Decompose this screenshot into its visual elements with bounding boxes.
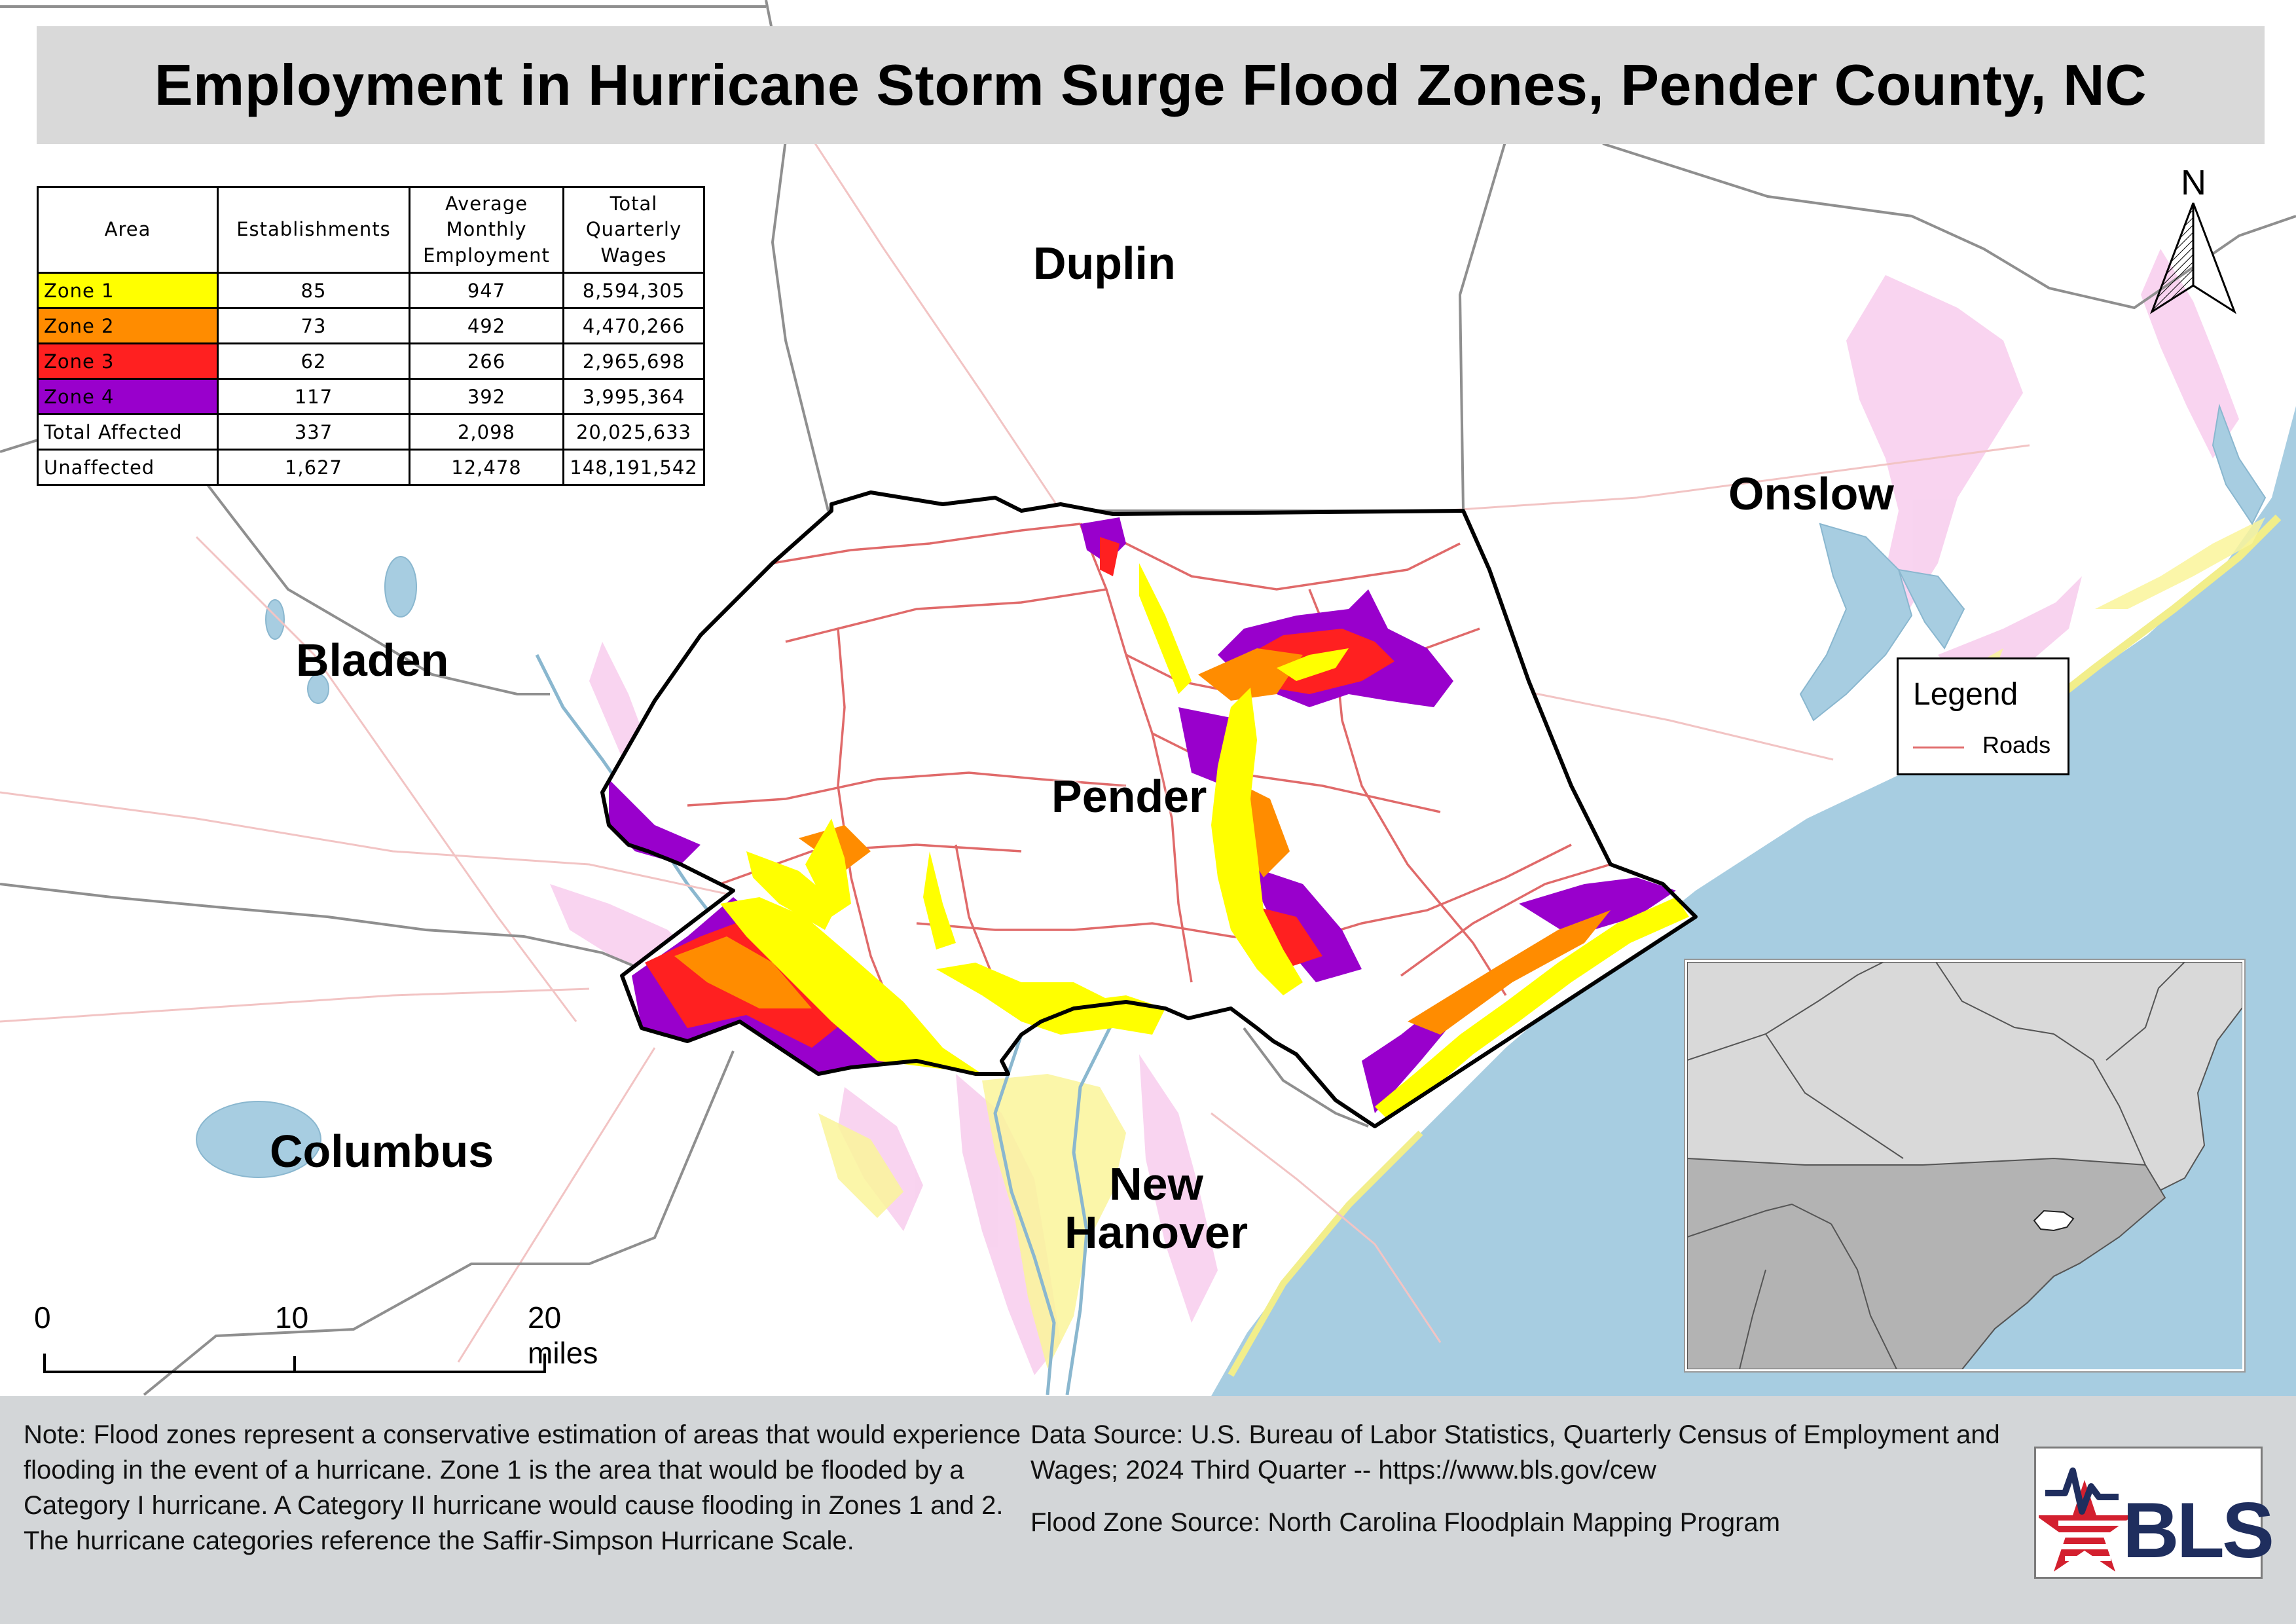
- table-row-zone-3: Zone 3 62 266 2,965,698: [37, 342, 705, 380]
- scale-label-10: 10: [275, 1301, 309, 1335]
- table-cell: 1,627: [217, 449, 410, 486]
- header-wages: Total Quarterly Wages: [562, 186, 705, 274]
- zone-1-swatch-cell: Zone 1: [37, 272, 219, 309]
- roads-legend-swatch: [1913, 747, 1964, 748]
- table-row-unaffected: Unaffected 1,627 12,478 148,191,542: [37, 449, 705, 486]
- zone-3-swatch-cell: Zone 3: [37, 342, 219, 380]
- header-employment: Average Monthly Employment: [409, 186, 564, 274]
- zone-2-swatch-cell: Zone 2: [37, 307, 219, 344]
- roads-legend-label: Roads: [1982, 731, 2051, 758]
- scale-label-20: 20 miles: [528, 1301, 598, 1370]
- county-label-onslow: Onslow: [1728, 468, 1894, 519]
- table-row-zone-1: Zone 1 85 947 8,594,305: [37, 272, 705, 309]
- county-label-new-hanover-line2: Hanover: [1065, 1206, 1248, 1258]
- table-cell: Total Affected: [37, 413, 219, 451]
- table-cell: 62: [217, 342, 410, 380]
- lakes: [196, 403, 2267, 1178]
- table-cell: 3,995,364: [562, 378, 705, 415]
- table-cell: 148,191,542: [562, 449, 705, 486]
- county-label-new-hanover-line1: New: [1109, 1158, 1204, 1209]
- legend-box: Legend Roads: [1897, 657, 2069, 775]
- footer-panel: Note: Flood zones represent a conservati…: [0, 1396, 2296, 1624]
- scale-bar: 0 10 20 miles: [26, 1293, 598, 1385]
- inset-map-graphic: [1687, 962, 2242, 1369]
- bls-star-icon: [2039, 1467, 2134, 1572]
- flood-zone-source-text: Flood Zone Source: North Carolina Floodp…: [1030, 1508, 1781, 1537]
- county-label-pender: Pender: [1051, 771, 1207, 822]
- bls-logo-text: BLS: [2123, 1486, 2274, 1574]
- legend-title: Legend: [1913, 677, 2018, 712]
- table-cell: 12,478: [409, 449, 564, 486]
- table-cell: 2,965,698: [562, 342, 705, 380]
- table-cell: 85: [217, 272, 410, 309]
- north-arrow: N: [2144, 162, 2242, 320]
- county-label-columbus: Columbus: [270, 1126, 494, 1177]
- header-area: Area: [37, 186, 219, 274]
- table-cell: 492: [409, 307, 564, 344]
- table-cell: 20,025,633: [562, 413, 705, 451]
- table-cell: 73: [217, 307, 410, 344]
- sources-block: Data Source: U.S. Bureau of Labor Statis…: [1030, 1417, 2013, 1557]
- inset-pender-highlight: [2033, 1209, 2075, 1232]
- title-bar: Employment in Hurricane Storm Surge Floo…: [37, 26, 2265, 144]
- header-establishments: Establishments: [217, 186, 410, 274]
- county-label-new-hanover: New Hanover: [1065, 1160, 1248, 1257]
- data-source-text: Data Source: U.S. Bureau of Labor Statis…: [1030, 1420, 2000, 1485]
- background-roads: [0, 98, 2030, 1363]
- table-cell: 117: [217, 378, 410, 415]
- scale-bar-line: [43, 1354, 546, 1373]
- bls-logo: BLS: [2034, 1447, 2274, 1579]
- county-label-bladen: Bladen: [296, 635, 449, 686]
- table-cell: 337: [217, 413, 410, 451]
- table-row-zone-4: Zone 4 117 392 3,995,364: [37, 378, 705, 415]
- table-cell: 266: [409, 342, 564, 380]
- table-cell: 392: [409, 378, 564, 415]
- employment-table: Area Establishments Average Monthly Empl…: [37, 186, 705, 486]
- flood-zone-1-areas: [720, 563, 1689, 1120]
- table-cell: 947: [409, 272, 564, 309]
- table-cell: Unaffected: [37, 449, 219, 486]
- north-label: N: [2181, 163, 2206, 202]
- county-label-duplin: Duplin: [1033, 238, 1176, 289]
- table-row-zone-2: Zone 2 73 492 4,470,266: [37, 307, 705, 344]
- table-cell: 4,470,266: [562, 307, 705, 344]
- north-arrow-icon: [2149, 202, 2237, 314]
- table-cell: 2,098: [409, 413, 564, 451]
- map-title: Employment in Hurricane Storm Surge Floo…: [154, 52, 2147, 117]
- table-row-total-affected: Total Affected 337 2,098 20,025,633: [37, 413, 705, 451]
- table-cell: 8,594,305: [562, 272, 705, 309]
- table-header-row: Area Establishments Average Monthly Empl…: [37, 186, 705, 274]
- scale-label-0: 0: [34, 1301, 51, 1335]
- zone-4-swatch-cell: Zone 4: [37, 378, 219, 415]
- inset-locator-map: [1684, 959, 2246, 1373]
- pender-county-border: [600, 490, 1698, 1128]
- methodology-note: Note: Flood zones represent a conservati…: [24, 1420, 1021, 1555]
